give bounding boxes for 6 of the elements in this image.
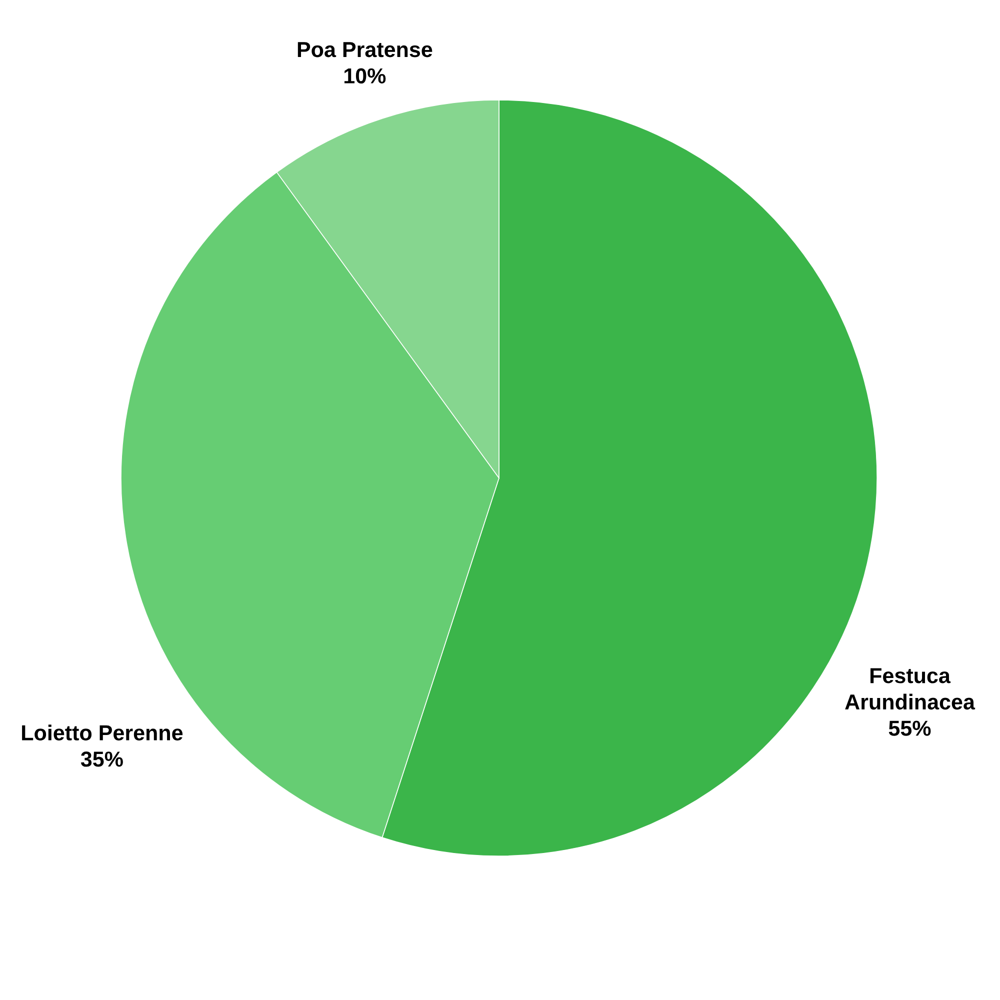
- data-label: 10%: [344, 68, 386, 84]
- data-label: 35%: [80, 752, 123, 767]
- data-label: 55%: [888, 720, 931, 736]
- slice-label: Loietto Perenne: [22, 724, 183, 740]
- slice-label: Festuca Arundinacea: [845, 668, 976, 710]
- slice-label: Poa Pratense: [298, 42, 432, 58]
